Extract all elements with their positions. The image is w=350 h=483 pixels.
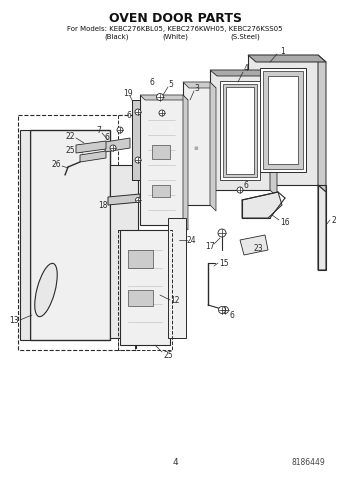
Bar <box>152 145 170 159</box>
Text: 24: 24 <box>186 236 196 244</box>
Polygon shape <box>210 82 216 211</box>
Text: 12: 12 <box>170 296 180 304</box>
Text: (White): (White) <box>162 34 188 40</box>
Text: 4: 4 <box>244 63 248 72</box>
Text: 19: 19 <box>123 88 133 98</box>
Polygon shape <box>105 138 130 152</box>
Polygon shape <box>140 95 188 100</box>
Polygon shape <box>110 165 138 338</box>
Text: 2: 2 <box>332 215 336 225</box>
Bar <box>132 100 140 180</box>
Circle shape <box>222 307 229 313</box>
Polygon shape <box>30 130 110 340</box>
Polygon shape <box>223 84 257 177</box>
Polygon shape <box>210 70 277 76</box>
Bar <box>118 230 172 350</box>
Circle shape <box>135 157 141 163</box>
Text: ▪: ▪ <box>194 145 198 151</box>
Polygon shape <box>242 192 282 218</box>
Text: 1: 1 <box>281 46 285 56</box>
Text: 6: 6 <box>149 77 154 86</box>
Circle shape <box>156 94 163 100</box>
Bar <box>168 218 186 338</box>
Bar <box>18 115 136 350</box>
Bar <box>318 185 326 270</box>
Polygon shape <box>220 81 260 180</box>
Text: 25: 25 <box>163 351 173 359</box>
Bar <box>120 230 170 345</box>
Text: 6: 6 <box>244 181 248 189</box>
Polygon shape <box>183 82 216 88</box>
Text: 6: 6 <box>127 111 132 119</box>
Text: 25: 25 <box>65 145 75 155</box>
Text: 13: 13 <box>9 315 19 325</box>
Circle shape <box>218 229 226 237</box>
Bar <box>152 185 170 197</box>
Bar <box>132 100 140 180</box>
Text: 6: 6 <box>230 311 235 319</box>
Polygon shape <box>263 71 303 169</box>
Polygon shape <box>210 70 270 190</box>
Text: (Black): (Black) <box>105 34 129 40</box>
Polygon shape <box>318 55 326 192</box>
Circle shape <box>117 127 123 133</box>
Polygon shape <box>108 194 140 205</box>
Circle shape <box>135 198 140 202</box>
Polygon shape <box>20 130 30 340</box>
Text: 4: 4 <box>172 457 178 467</box>
Polygon shape <box>318 185 326 270</box>
Text: 3: 3 <box>195 84 200 93</box>
Text: 26: 26 <box>51 159 61 169</box>
Text: (S.Steel): (S.Steel) <box>230 34 260 40</box>
Text: 22: 22 <box>65 131 75 141</box>
Bar <box>128 250 153 268</box>
Circle shape <box>135 109 141 115</box>
Bar <box>128 290 153 306</box>
Text: OVEN DOOR PARTS: OVEN DOOR PARTS <box>108 12 241 25</box>
Polygon shape <box>268 76 298 164</box>
Polygon shape <box>248 55 318 185</box>
Text: 5: 5 <box>169 80 174 88</box>
Text: 8186449: 8186449 <box>291 457 325 467</box>
Polygon shape <box>183 95 188 230</box>
Circle shape <box>159 110 165 116</box>
Text: For Models: KEBC276KBL05, KEBC276KWH05, KEBC276KSS05: For Models: KEBC276KBL05, KEBC276KWH05, … <box>67 26 283 32</box>
Polygon shape <box>183 82 210 205</box>
Polygon shape <box>260 68 306 172</box>
Polygon shape <box>140 95 183 225</box>
Text: 6: 6 <box>105 132 110 142</box>
Text: 18: 18 <box>98 200 108 210</box>
Polygon shape <box>226 87 254 174</box>
Text: 17: 17 <box>205 242 215 251</box>
Ellipse shape <box>35 263 57 317</box>
Text: 7: 7 <box>97 126 102 134</box>
Polygon shape <box>240 235 268 255</box>
Text: 16: 16 <box>280 217 290 227</box>
Text: 23: 23 <box>253 243 263 253</box>
Text: 15: 15 <box>219 258 229 268</box>
Circle shape <box>237 187 243 193</box>
Polygon shape <box>270 70 277 197</box>
Polygon shape <box>80 151 106 162</box>
Polygon shape <box>76 141 106 153</box>
Circle shape <box>218 307 225 313</box>
Circle shape <box>110 145 116 151</box>
Polygon shape <box>248 55 326 62</box>
